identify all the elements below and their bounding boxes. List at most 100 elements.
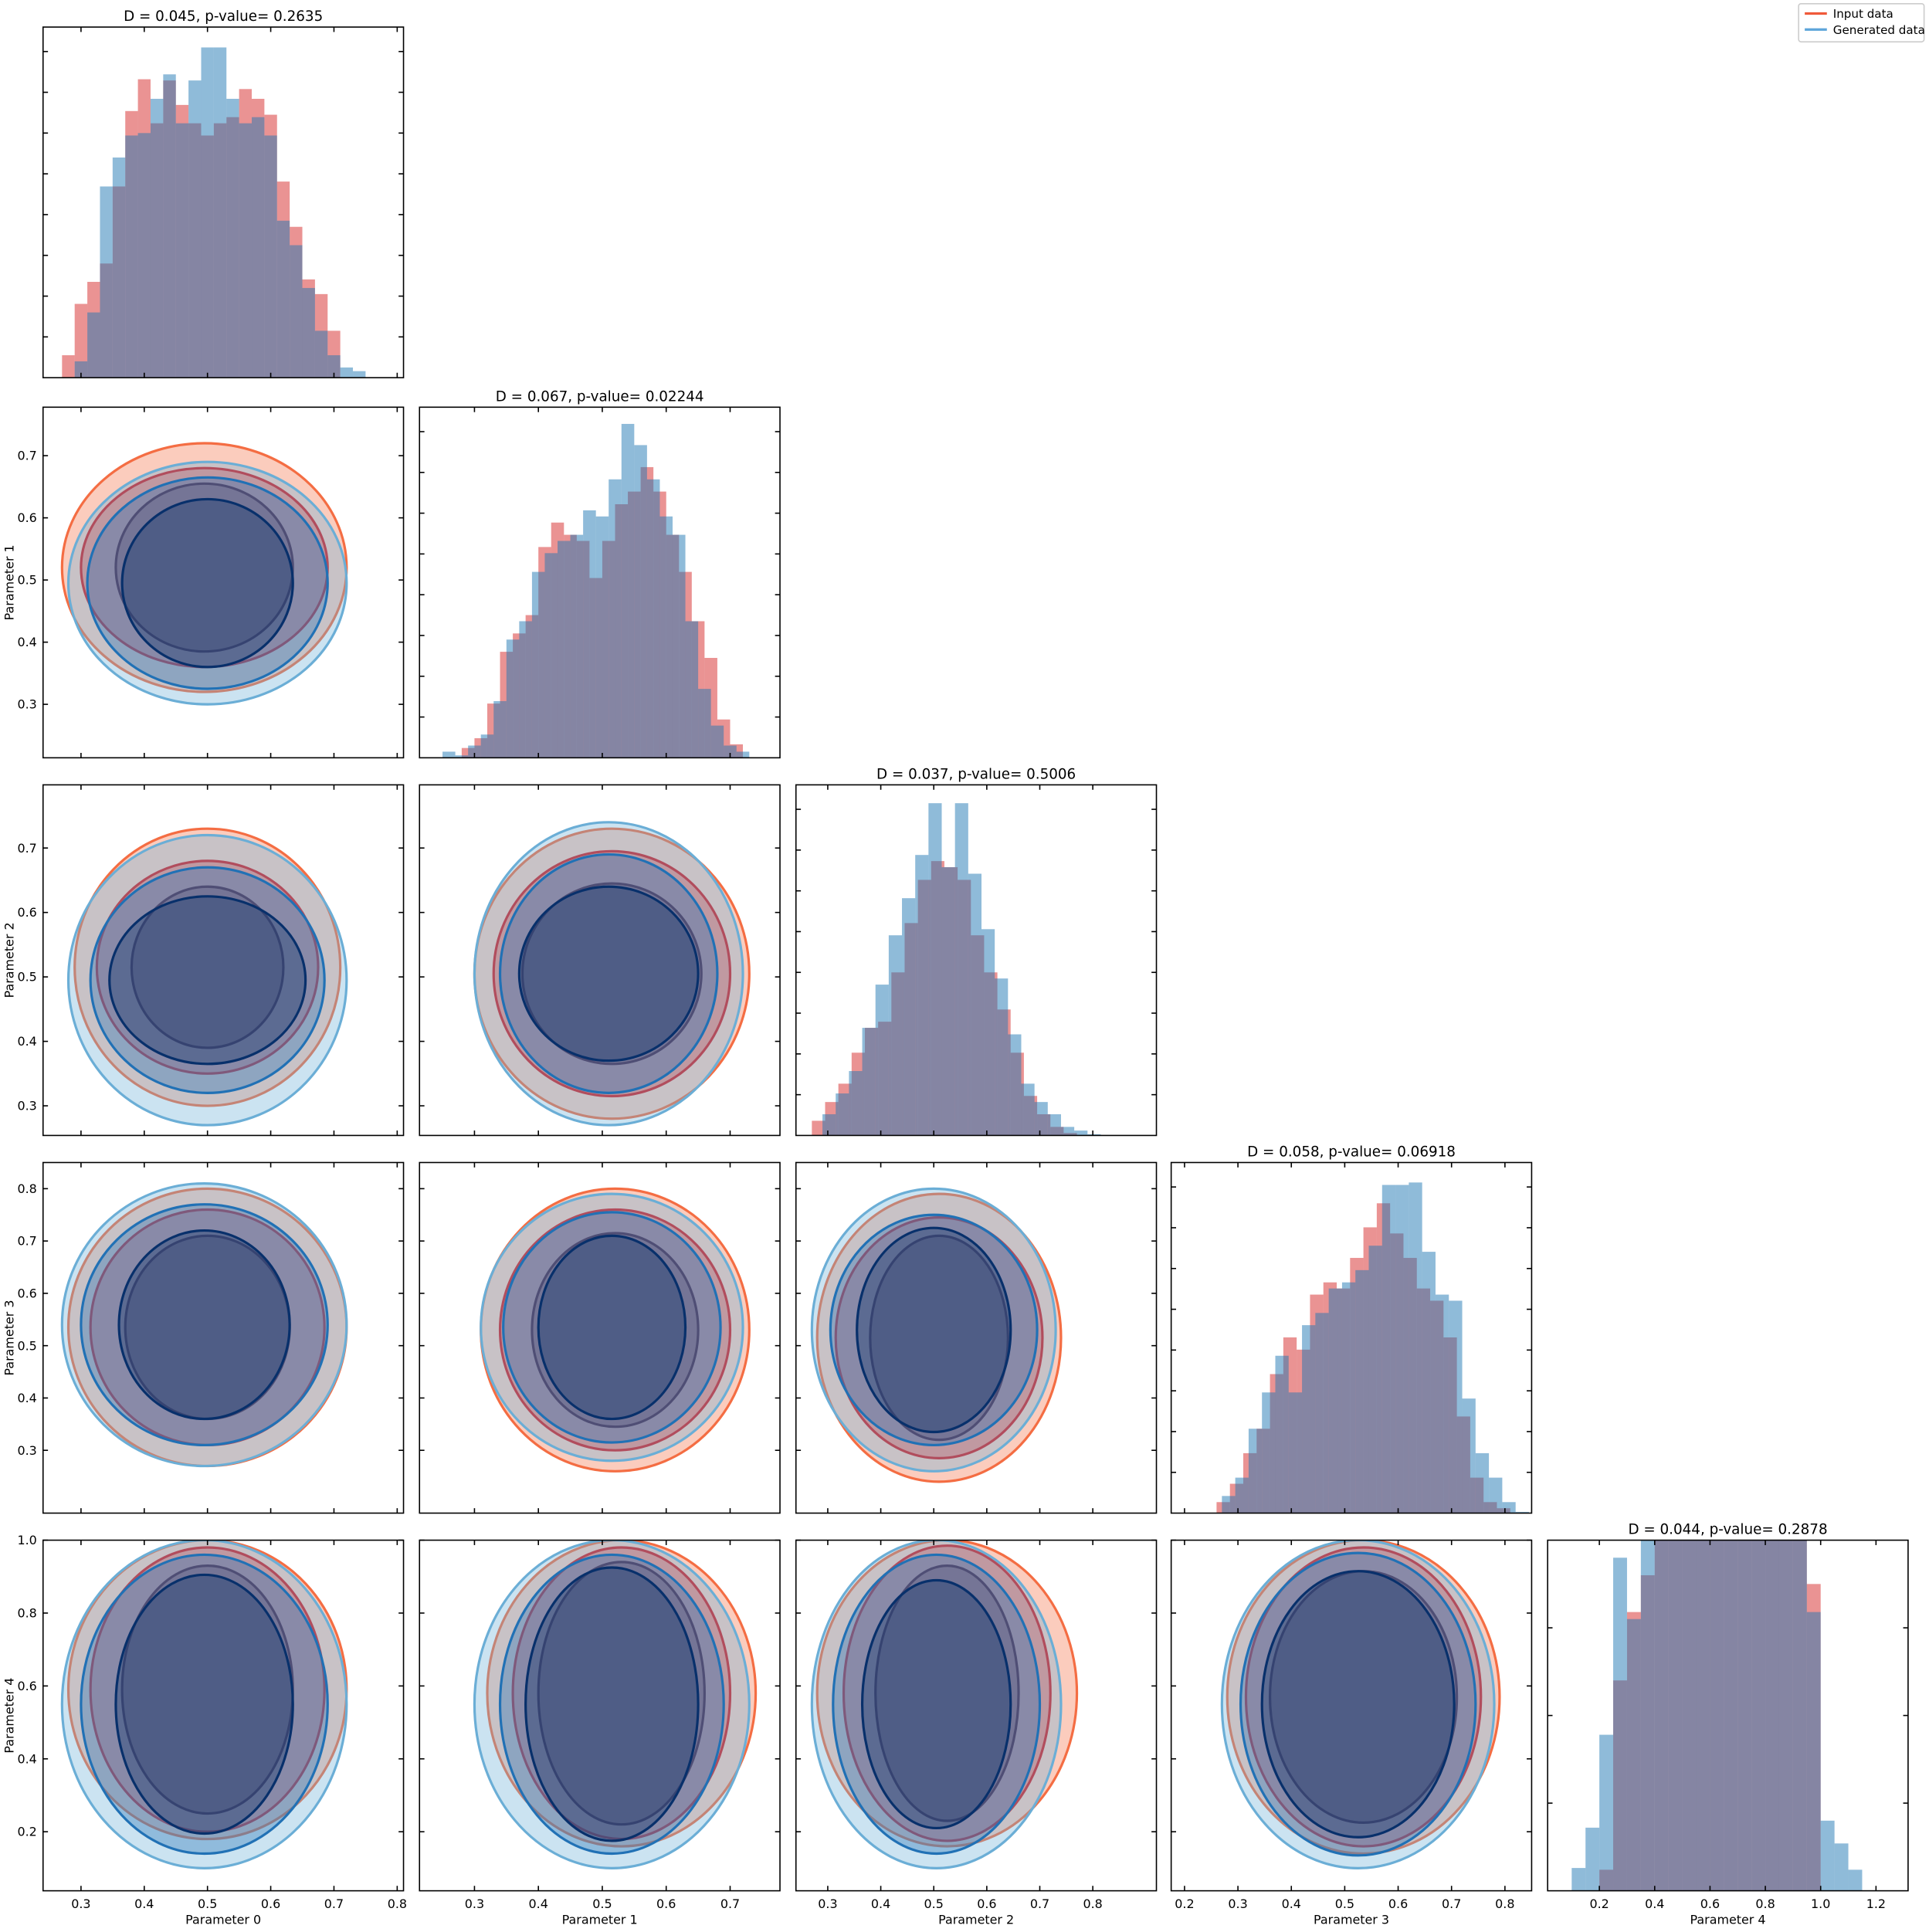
panel: 0.3 0.4 0.5 0.6 0.7 0.8 0.2 0.4 0.6 0.8 1.0 Paramet… xyxy=(2,1533,407,1927)
contour-level xyxy=(1260,1570,1456,1839)
histogram-bar xyxy=(1021,1083,1035,1136)
histogram-bar xyxy=(1275,1355,1289,1513)
x-tick-label: 0.7 xyxy=(720,1896,740,1911)
histogram-bar xyxy=(87,312,100,378)
y-tick-label: 0.5 xyxy=(17,970,36,985)
x-tick-label: 0.3 xyxy=(465,1896,484,1911)
legend-label: Input data xyxy=(1833,7,1893,21)
histogram-bar xyxy=(531,571,545,758)
contour-level xyxy=(80,1203,329,1447)
contour-level xyxy=(89,1546,326,1833)
histogram-bar xyxy=(862,1028,876,1136)
contour-level xyxy=(66,833,348,1127)
histogram-bar xyxy=(1381,1185,1396,1513)
histogram-bar xyxy=(1288,1392,1303,1513)
histogram-bar xyxy=(264,135,277,378)
x-tick-label: 0.6 xyxy=(977,1896,996,1911)
histogram-bar xyxy=(239,123,253,378)
x-axis-label: Parameter 1 xyxy=(562,1913,638,1927)
plot-area xyxy=(1216,1182,1529,1513)
x-tick-label: 0.2 xyxy=(1589,1896,1609,1911)
panel-title: D = 0.044, p-value= 0.2878 xyxy=(1628,1522,1827,1538)
y-tick-label: 0.4 xyxy=(17,1034,36,1049)
panel: D = 0.067, p-value= 0.02244 xyxy=(419,388,781,759)
y-tick-label: 0.7 xyxy=(17,841,36,856)
histogram-bar xyxy=(506,639,520,758)
histogram-bar xyxy=(1034,1102,1048,1136)
histogram-bar xyxy=(1047,1113,1061,1136)
x-tick-label: 0.6 xyxy=(1700,1896,1720,1911)
histogram-bar xyxy=(480,734,494,758)
contour-level xyxy=(1244,1546,1483,1848)
axes-frame xyxy=(419,1539,781,1892)
histogram-bar xyxy=(1820,1820,1835,1891)
histogram-bar xyxy=(1834,1843,1849,1891)
contour-level xyxy=(860,1578,1012,1830)
contour-level xyxy=(869,1234,1009,1442)
histogram-bar xyxy=(1489,1477,1503,1513)
histogram-bar xyxy=(1074,1130,1088,1136)
y-tick-label: 0.6 xyxy=(17,510,36,525)
panel: D = 0.045, p-value= 0.2635 xyxy=(42,8,405,378)
plot-area xyxy=(442,423,750,758)
histogram-bar xyxy=(100,186,113,378)
contour-level xyxy=(498,852,719,1094)
x-tick-label: 0.4 xyxy=(529,1896,548,1911)
plot-area xyxy=(473,1540,758,1869)
contour-level xyxy=(531,1232,700,1429)
histogram-bar xyxy=(621,423,635,758)
panel: D = 0.058, p-value= 0.06918 xyxy=(1170,1144,1533,1514)
y-tick-label: 0.8 xyxy=(17,1181,36,1196)
histogram-bar xyxy=(1475,1452,1490,1513)
panel: 0.2 0.3 0.4 0.5 0.6 0.7 0.8 Parameter 3 xyxy=(1170,1539,1533,1927)
histogram-bar xyxy=(125,135,138,378)
y-tick-label: 0.5 xyxy=(17,1338,36,1353)
y-tick-label: 0.5 xyxy=(17,573,36,588)
contour-level xyxy=(114,482,294,653)
contour-level xyxy=(108,895,307,1066)
panel: 0.3 0.4 0.5 0.6 0.7 0.8 Parameter 3 xyxy=(2,1161,405,1514)
y-axis-label: Parameter 4 xyxy=(2,1678,17,1754)
panel: D = 0.037, p-value= 0.5006 xyxy=(795,766,1158,1137)
y-tick-label: 0.6 xyxy=(17,1286,36,1300)
histogram-bar xyxy=(1341,1282,1356,1513)
contour-level xyxy=(502,1211,722,1444)
histogram-bar xyxy=(1751,1540,1766,1891)
y-tick-label: 0.7 xyxy=(17,1234,36,1249)
panel: 0.3 0.4 0.5 0.6 0.7 Parameter 2 xyxy=(2,784,405,1137)
plot-area xyxy=(60,442,348,706)
contour-level xyxy=(73,827,342,1107)
histogram-bar xyxy=(442,751,456,758)
contour-level xyxy=(117,1229,291,1421)
histogram-bar xyxy=(519,621,532,758)
contour-level xyxy=(810,1187,1057,1473)
axes-frame xyxy=(1170,1161,1533,1514)
contour-level xyxy=(815,1192,1063,1483)
x-axis-label: Parameter 4 xyxy=(1690,1913,1766,1927)
contour-level xyxy=(473,821,744,1127)
x-tick-label: 0.5 xyxy=(592,1896,612,1911)
axes-frame xyxy=(419,784,781,1137)
x-tick-label: 0.4 xyxy=(1282,1896,1301,1911)
axes-frame xyxy=(1170,1539,1533,1892)
y-tick-label: 0.3 xyxy=(17,1099,36,1113)
y-tick-label: 0.4 xyxy=(17,1751,36,1766)
histogram-bar xyxy=(493,700,507,758)
x-tick-label: 0.7 xyxy=(1442,1896,1461,1911)
histogram-bar xyxy=(558,541,571,758)
histogram-bar xyxy=(137,133,151,378)
histogram-bar xyxy=(1235,1477,1249,1513)
legend-label: Generated data xyxy=(1833,23,1925,37)
panel: 0.3 0.4 0.5 0.6 0.7 Parameter 1 xyxy=(2,406,405,759)
x-tick-label: 0.7 xyxy=(324,1896,344,1911)
legend-box xyxy=(1798,2,1925,42)
histogram-bar xyxy=(609,479,622,758)
contour-level xyxy=(60,1182,348,1468)
contour-level xyxy=(1220,1540,1496,1869)
histogram-bar xyxy=(1626,1618,1641,1891)
x-tick-label: 0.8 xyxy=(1755,1896,1775,1911)
histogram-bar xyxy=(1710,1540,1724,1891)
panel-title: D = 0.058, p-value= 0.06918 xyxy=(1247,1144,1456,1161)
